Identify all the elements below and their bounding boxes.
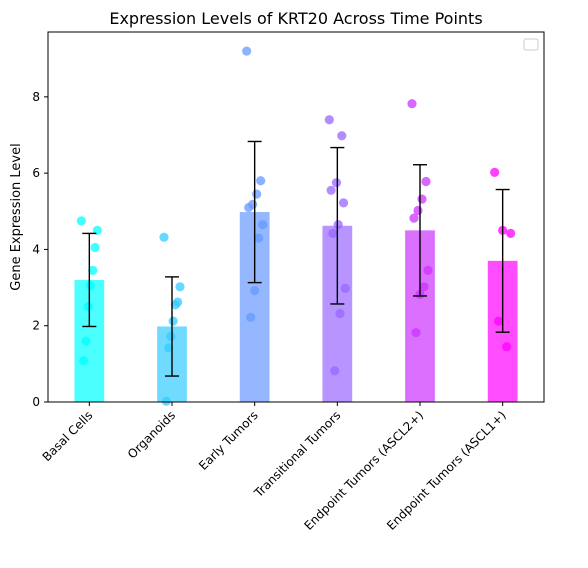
- data-point: [159, 232, 169, 242]
- data-point: [337, 131, 347, 141]
- data-point: [419, 282, 429, 292]
- data-point: [92, 225, 102, 235]
- data-point: [335, 308, 345, 319]
- data-point: [331, 178, 342, 188]
- axes: 0 2 4 6 8 Basal Cells Organoids Early TumorsTra…: [32, 31, 545, 533]
- data-point: [79, 356, 89, 366]
- data-point: [330, 366, 340, 376]
- data-point: [338, 198, 349, 208]
- data-point: [324, 115, 334, 125]
- axes-frame: [47, 31, 545, 403]
- data-point: [254, 233, 264, 243]
- x-tick-label: Organoids: [125, 408, 178, 461]
- data-point: [423, 265, 433, 276]
- y-tick-label: 0: [32, 395, 40, 409]
- data-point: [246, 312, 256, 322]
- data-point: [506, 228, 516, 239]
- data-point: [490, 167, 500, 177]
- y-axis-label: Gene Expression Level: [9, 143, 24, 290]
- data-point: [421, 176, 431, 187]
- y-tick-label: 8: [32, 90, 40, 104]
- y-tick-label: 4: [32, 242, 40, 256]
- data-point: [250, 286, 260, 296]
- data-point: [166, 331, 176, 341]
- data-point: [502, 342, 512, 352]
- data-point: [161, 396, 171, 406]
- data-point: [88, 265, 98, 276]
- y-tick-label: 6: [32, 166, 40, 180]
- data-point: [170, 300, 181, 310]
- legend-box: [523, 38, 539, 51]
- data-point: [163, 343, 174, 353]
- x-tick-label: Basal Cells: [40, 408, 96, 464]
- data-point: [83, 302, 93, 312]
- data-point: [90, 242, 100, 253]
- data-point: [494, 316, 504, 326]
- data-point: [242, 46, 252, 56]
- plot-area: [74, 46, 518, 406]
- data-point: [81, 336, 91, 346]
- data-point: [175, 282, 185, 292]
- data-point: [340, 283, 350, 293]
- y-tick-label: 2: [32, 319, 40, 333]
- data-point: [326, 185, 336, 195]
- data-point: [417, 194, 427, 204]
- data-point: [258, 220, 268, 230]
- data-point: [252, 189, 262, 199]
- x-tick-label: Transitional Tumors: [251, 408, 344, 501]
- data-point: [328, 228, 338, 239]
- data-point: [85, 281, 96, 291]
- data-point: [407, 99, 417, 109]
- data-point: [76, 216, 86, 226]
- data-point: [333, 220, 343, 230]
- data-point: [256, 176, 266, 186]
- data-point: [411, 327, 421, 338]
- chart-title: Expression Levels of KRT20 Across Time P…: [109, 9, 482, 28]
- data-point: [244, 202, 254, 213]
- data-point: [409, 213, 419, 223]
- data-point: [168, 316, 178, 326]
- x-tick-label: Early Tumors: [196, 408, 261, 473]
